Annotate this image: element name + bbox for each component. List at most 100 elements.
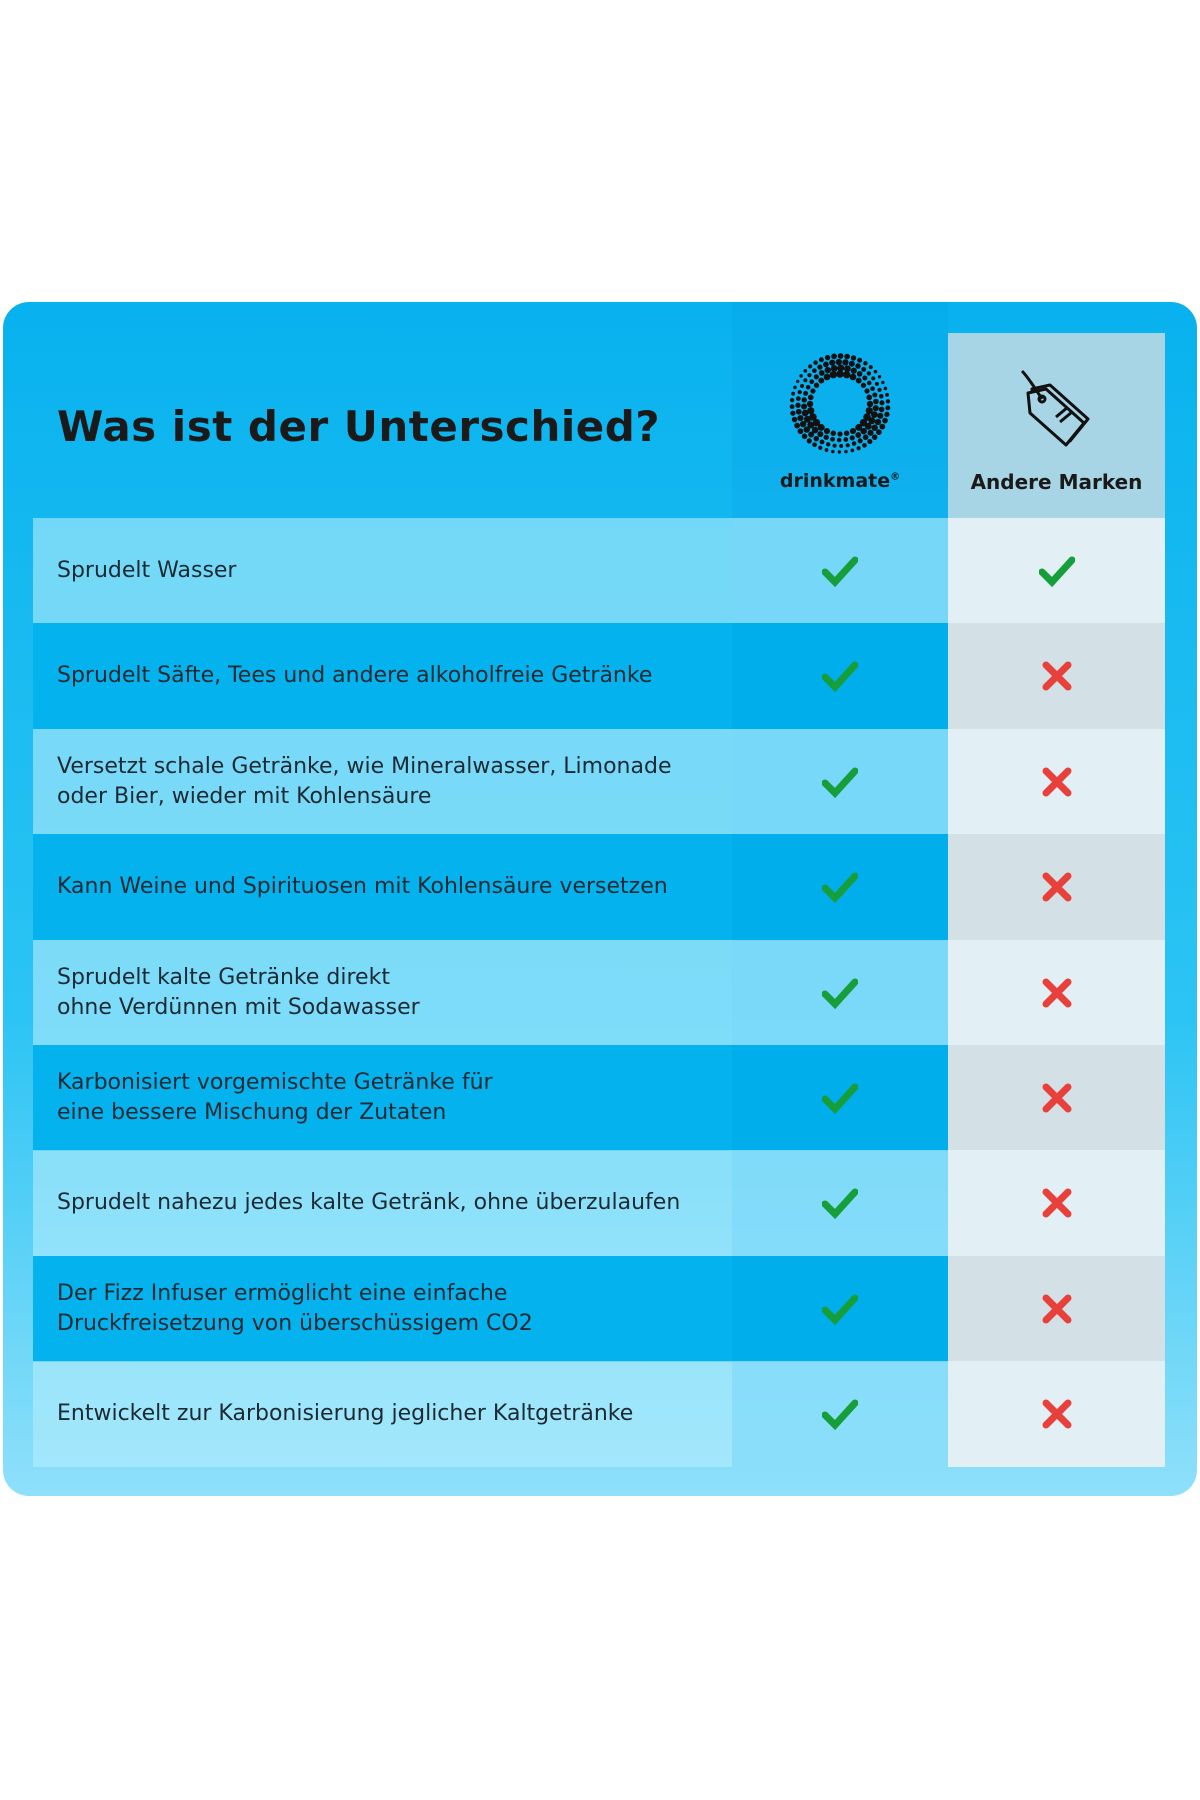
logo-dot [885,405,891,411]
logo-dot [817,364,823,370]
table-row: Karbonisiert vorgemischte Getränke für e… [33,1045,1165,1151]
logo-dot [870,386,875,392]
row-label: Sprudelt kalte Getränke direkt ohne Verd… [57,964,420,1020]
icon-path [1042,767,1071,797]
check-icon [822,767,858,798]
logo-dot [817,423,825,431]
logo-dot [856,371,863,377]
row-label: Versetzt schale Getränke, wie Mineralwas… [57,753,672,809]
row-label: Sprudelt Wasser [57,558,237,583]
logo-dot [877,375,882,379]
brand-mark: ® [890,471,901,483]
logo-dot [794,422,801,429]
logo-dot [791,391,796,396]
row-label: Kann Weine und Spirituosen mit Kohlensäu… [57,874,668,900]
table-row: Der Fizz Infuser ermöglicht eine einfach… [33,1255,1165,1362]
brand-cell [732,834,948,941]
logo-dot [885,392,890,397]
logo-dot [801,397,807,403]
icon-path [1038,556,1075,588]
logo-dot [837,431,843,437]
logo-dot [823,427,831,435]
logo-dot [823,373,831,381]
table-row: Sprudelt kalte Getränke direkt ohne Verd… [33,939,1165,1046]
logo-dot [861,366,867,372]
logo-dot [866,400,874,408]
row-label: Sprudelt Säfte, Tees und andere alkoholf… [57,663,653,689]
check-icon [1038,556,1075,588]
icon-path [822,1294,858,1325]
logo-dot [799,420,807,428]
icon-path [822,872,858,904]
logo-dot [850,355,857,361]
table-row: Kann Weine und Spirituosen mit Kohlensäu… [33,834,1165,941]
icon-path [1042,1188,1071,1218]
logo-dot [832,443,837,448]
logo-dot [843,430,850,436]
logo-dot [813,435,820,442]
logo-dot [878,393,884,399]
logo-dot [871,434,878,440]
brand-cell [732,623,948,730]
cross-icon [1042,1399,1071,1429]
logo-dot [843,371,851,379]
logo-dot [801,409,809,417]
logo-dot [867,429,874,436]
check-icon [822,1294,858,1325]
tag-icon [1020,369,1090,447]
logo-dot [801,433,808,440]
logo-dot [849,373,857,381]
logo-dot [800,383,805,389]
brand-header-bg [732,302,948,518]
table-row: Sprudelt Wasser [33,518,1165,624]
logo-dot [855,363,861,369]
logo-dot [873,398,879,405]
logo-dot [818,377,825,384]
logo-dot [795,396,801,401]
logo-dot [885,399,891,404]
logo-dot [789,397,795,403]
cross-icon [1042,1188,1071,1218]
logo-dot [808,431,815,438]
logo-dot [830,430,837,436]
other-cell [948,1361,1165,1468]
row-label: Karbonisiert vorgemischte Getränke für e… [57,1070,493,1125]
logo-dot [837,364,845,372]
table-row: Sprudelt nahezu jedes kalte Getränk, ohn… [33,1150,1165,1257]
logo-dot [877,387,882,392]
icon-path [822,1083,858,1115]
logo-dot [839,443,844,448]
logo-dot [877,412,884,419]
logo-dot [797,390,802,395]
brand-logo [789,353,891,454]
logo-dot [812,442,817,448]
logo-dot [860,427,867,435]
logo-dot [850,448,855,453]
logo-dot [824,354,831,361]
logo-dot [793,385,797,390]
logo-dot [822,361,829,368]
logo-dot [864,388,870,394]
logo-dot [851,441,857,446]
logo-dot [801,403,808,410]
logo-dot [823,434,829,440]
logo-dot [837,450,842,454]
logo-dot [790,410,796,416]
brand-name: drinkmate® [732,470,948,492]
logo-dot [803,390,809,396]
logo-dot [803,368,808,373]
logo-dot [866,394,873,401]
logo-dot [795,402,801,408]
row-label: Entwickelt zur Karbonisierung jeglicher … [57,1401,634,1427]
brand-cell [732,728,948,835]
logo-dot [799,374,803,378]
icon-path [1042,872,1071,902]
other-header: Andere Marken [970,470,1143,494]
logo-dot [850,367,857,374]
table-row: Entwickelt zur Karbonisierung jeglicher … [33,1361,1165,1468]
logo-dot [855,423,863,431]
logo-dot [848,360,855,367]
icon-path [822,1188,858,1220]
icon-path [822,556,858,588]
logo-dot [830,436,835,442]
